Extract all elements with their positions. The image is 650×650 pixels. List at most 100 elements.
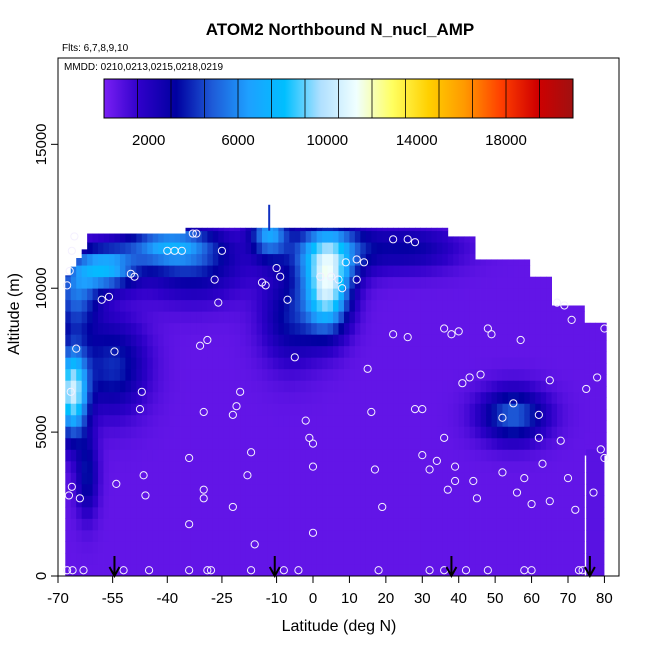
heatmap-cell bbox=[283, 460, 290, 473]
heatmap-cell bbox=[65, 506, 72, 519]
sample-point bbox=[567, 315, 576, 324]
heatmap-cell bbox=[513, 495, 520, 508]
heatmap-cell bbox=[442, 242, 449, 255]
heatmap-cell bbox=[447, 265, 454, 278]
heatmap-cell bbox=[415, 518, 421, 531]
heatmap-cell bbox=[251, 230, 257, 243]
heatmap-cell bbox=[349, 334, 356, 347]
heatmap-cell bbox=[223, 334, 230, 347]
sample-point bbox=[192, 229, 201, 238]
heatmap-cell bbox=[496, 518, 503, 531]
heatmap-cell bbox=[103, 334, 110, 347]
heatmap-cell bbox=[338, 518, 345, 531]
heatmap-cell bbox=[207, 483, 214, 496]
heatmap-cell bbox=[169, 426, 175, 439]
heatmap-cell bbox=[262, 276, 268, 289]
heatmap-cell bbox=[174, 426, 181, 439]
heatmap-cell bbox=[502, 334, 509, 347]
heatmap-cell bbox=[316, 322, 323, 335]
heatmap-cell bbox=[513, 368, 520, 381]
heatmap-cell bbox=[387, 460, 394, 473]
heatmap-cell bbox=[398, 506, 405, 519]
heatmap-cell bbox=[469, 334, 476, 347]
heatmap-cell bbox=[518, 426, 525, 439]
heatmap-cell bbox=[354, 368, 361, 381]
sample-point bbox=[418, 451, 427, 460]
heatmap-cell bbox=[262, 368, 268, 381]
heatmap-layer bbox=[65, 204, 607, 577]
heatmap-cell bbox=[289, 368, 296, 381]
heatmap-cell bbox=[136, 541, 143, 554]
heatmap-cell bbox=[174, 380, 181, 393]
heatmap-cell bbox=[136, 437, 143, 450]
sample-point bbox=[185, 520, 194, 529]
heatmap-cell bbox=[464, 518, 471, 531]
heatmap-cell bbox=[486, 357, 492, 370]
heatmap-cell bbox=[136, 506, 143, 519]
heatmap-cell bbox=[87, 518, 93, 531]
heatmap-cell bbox=[147, 541, 154, 554]
heatmap-cell bbox=[119, 368, 126, 381]
heatmap-cell bbox=[316, 345, 323, 358]
heatmap-cell bbox=[404, 345, 410, 358]
heatmap-cell bbox=[360, 299, 367, 312]
heatmap-cell bbox=[201, 437, 208, 450]
heatmap-cell bbox=[251, 460, 257, 473]
heatmap-cell bbox=[349, 391, 356, 404]
heatmap-cell bbox=[289, 242, 296, 255]
heatmap-cell bbox=[562, 357, 569, 370]
heatmap-cell bbox=[311, 265, 318, 278]
heatmap-cell bbox=[382, 230, 389, 243]
heatmap-cell bbox=[502, 495, 509, 508]
heatmap-cell bbox=[300, 299, 307, 312]
heatmap-cell bbox=[147, 288, 154, 301]
x-tick-label: 80 bbox=[596, 590, 613, 607]
heatmap-cell bbox=[354, 357, 361, 370]
heatmap-cell bbox=[513, 460, 520, 473]
heatmap-cell bbox=[76, 265, 83, 278]
heatmap-cell bbox=[535, 437, 542, 450]
heatmap-cell bbox=[300, 529, 307, 542]
heatmap-cell bbox=[207, 311, 214, 324]
heatmap-cell bbox=[584, 432, 591, 445]
heatmap-cell bbox=[81, 368, 88, 381]
heatmap-cell bbox=[76, 311, 83, 324]
heatmap-cell bbox=[163, 472, 170, 485]
heatmap-cell bbox=[103, 299, 110, 312]
heatmap-cell bbox=[338, 529, 345, 542]
heatmap-cell bbox=[502, 472, 509, 485]
heatmap-cell bbox=[185, 564, 192, 577]
heatmap-cell bbox=[469, 472, 476, 485]
heatmap-cell bbox=[294, 380, 301, 393]
heatmap-cell bbox=[207, 449, 214, 462]
heatmap-cell bbox=[262, 380, 268, 393]
heatmap-cell bbox=[480, 322, 487, 335]
heatmap-cell bbox=[453, 541, 460, 554]
sample-point bbox=[560, 301, 569, 310]
heatmap-cell bbox=[196, 414, 203, 427]
heatmap-cell bbox=[141, 391, 148, 404]
heatmap-cell bbox=[502, 449, 509, 462]
heatmap-cell bbox=[431, 345, 438, 358]
heatmap-cell bbox=[420, 437, 427, 450]
heatmap-cell bbox=[404, 506, 410, 519]
heatmap-cell bbox=[98, 541, 104, 554]
heatmap-cell bbox=[349, 242, 356, 255]
heatmap-cell bbox=[343, 449, 350, 462]
colorbar-tick-label: 10000 bbox=[306, 132, 348, 149]
heatmap-cell bbox=[431, 288, 438, 301]
heatmap-cell bbox=[76, 368, 83, 381]
heatmap-cell bbox=[119, 495, 126, 508]
sample-point bbox=[374, 566, 383, 575]
heatmap-cell bbox=[234, 414, 241, 427]
heatmap-cell bbox=[420, 334, 427, 347]
heatmap-cell bbox=[283, 449, 290, 462]
heatmap-cell bbox=[535, 345, 542, 358]
heatmap-cell bbox=[354, 230, 361, 243]
heatmap-cell bbox=[491, 506, 498, 519]
heatmap-cell bbox=[234, 541, 241, 554]
heatmap-cell bbox=[119, 265, 126, 278]
heatmap-cell bbox=[70, 426, 77, 439]
heatmap-cell bbox=[212, 242, 219, 255]
heatmap-cell bbox=[109, 357, 115, 370]
